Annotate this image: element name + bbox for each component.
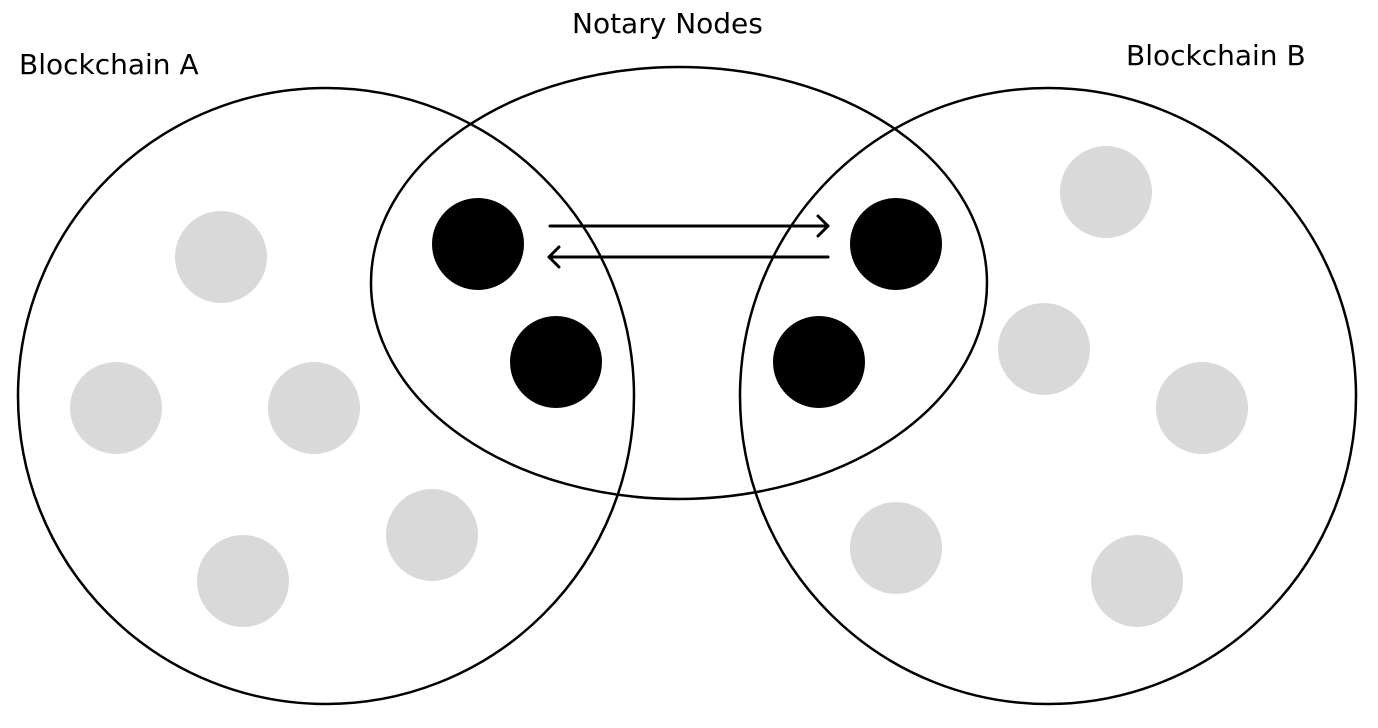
blockchain-b-node xyxy=(1156,362,1248,454)
blockchain-a-node xyxy=(268,362,360,454)
notary-node-a-bottom xyxy=(510,316,602,408)
blockchain-b-node xyxy=(1060,146,1152,238)
arrow-right xyxy=(548,214,830,238)
blockchain-b-node xyxy=(998,303,1090,395)
blockchain-b-node xyxy=(850,502,942,594)
arrow-left xyxy=(547,245,830,269)
notary-node-b-bottom xyxy=(773,316,865,408)
blockchain-b-boundary xyxy=(738,86,1358,706)
notary-nodes-boundary xyxy=(369,65,989,501)
blockchain-a-node xyxy=(175,211,267,303)
blockchain-a-boundary xyxy=(16,86,636,706)
blockchain-a-node xyxy=(70,362,162,454)
blockchain-a-node xyxy=(386,489,478,581)
notary-node-a-top xyxy=(432,198,524,290)
notary-nodes-label: Notary Nodes xyxy=(572,7,763,40)
blockchain-a-node xyxy=(197,535,289,627)
notary-node-b-top xyxy=(850,198,942,290)
blockchain-a-label: Blockchain A xyxy=(19,48,199,81)
blockchain-b-label: Blockchain B xyxy=(1126,39,1306,72)
blockchain-b-node xyxy=(1091,535,1183,627)
